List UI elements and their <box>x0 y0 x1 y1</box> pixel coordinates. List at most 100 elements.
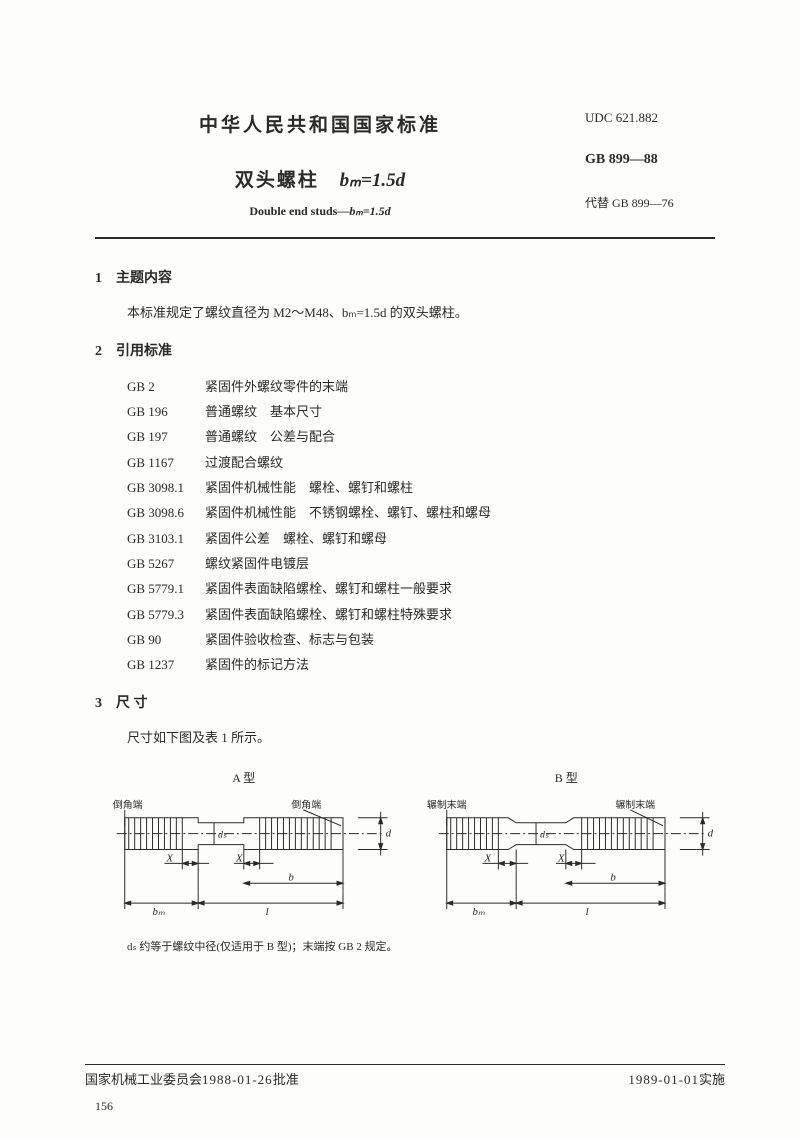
ref-desc: 紧固件验收检查、标志与包装 <box>205 627 374 652</box>
svg-text:倒角端: 倒角端 <box>113 797 143 810</box>
ref-desc: 过渡配合螺纹 <box>205 450 283 475</box>
ref-desc: 紧固件机械性能 不锈钢螺栓、螺钉、螺柱和螺母 <box>205 500 491 525</box>
ref-code: GB 3103.1 <box>127 526 205 551</box>
ref-code: GB 2 <box>127 374 205 399</box>
section-3-num: 3 <box>95 696 102 711</box>
section-1-body: 本标准规定了螺纹直径为 M2～M48、bₘ=1.5d 的双头螺柱。 <box>127 301 715 326</box>
diagram-type-a: A 型 倒角端 倒角端 <box>95 769 393 921</box>
udc-code: UDC 621.882 <box>585 110 715 126</box>
section-3-title: 尺 寸 <box>116 696 148 711</box>
diagram-b-label: B 型 <box>417 769 715 786</box>
svg-text:b: b <box>288 871 294 883</box>
section-3-heading: 3 尺 寸 <box>95 692 715 712</box>
ref-code: GB 196 <box>127 399 205 424</box>
impl-suffix: 实施 <box>699 1072 725 1087</box>
reference-row: GB 1237紧固件的标记方法 <box>127 652 715 677</box>
ref-desc: 螺纹紧固件电镀层 <box>205 551 309 576</box>
section-2-num: 2 <box>95 344 102 359</box>
footer-row: 国家机械工业委员会1988-01-26批准 1989-01-01实施 <box>85 1069 725 1088</box>
svg-text:dₛ: dₛ <box>540 829 549 840</box>
english-title: Double end studs—bₘ=1.5d <box>95 204 545 219</box>
section-1-heading: 1 主题内容 <box>95 267 715 287</box>
ref-desc: 紧固件表面缺陷螺栓、螺钉和螺柱一般要求 <box>205 576 452 601</box>
gb-code: GB 899—88 <box>585 152 715 168</box>
reference-row: GB 3098.6紧固件机械性能 不锈钢螺栓、螺钉、螺柱和螺母 <box>127 500 715 525</box>
stud-diagram-b-icon: 辗制末端 辗制末端 d <box>417 792 715 921</box>
ref-code: GB 3098.6 <box>127 500 205 525</box>
ref-code: GB 197 <box>127 424 205 449</box>
reference-row: GB 1167过渡配合螺纹 <box>127 450 715 475</box>
diagram-row: A 型 倒角端 倒角端 <box>95 769 715 921</box>
svg-text:b: b <box>611 871 617 883</box>
en-title-formula: bₘ=1.5d <box>349 204 390 218</box>
document-header: 中华人民共和国国家标准 双头螺柱 bₘ=1.5d Double end stud… <box>95 110 715 219</box>
header-left: 中华人民共和国国家标准 双头螺柱 bₘ=1.5d Double end stud… <box>95 110 585 219</box>
ref-code: GB 5779.1 <box>127 576 205 601</box>
svg-text:X: X <box>557 852 566 864</box>
header-rule <box>95 237 715 239</box>
replaces-code: 代替 GB 899—76 <box>585 194 715 211</box>
reference-row: GB 5267螺纹紧固件电镀层 <box>127 551 715 576</box>
svg-text:X: X <box>235 852 244 864</box>
page-number: 156 <box>95 1099 113 1114</box>
svg-text:辗制末端: 辗制末端 <box>616 797 656 810</box>
ref-code: GB 5267 <box>127 551 205 576</box>
ref-code: GB 90 <box>127 627 205 652</box>
reference-row: GB 90紧固件验收检查、标志与包装 <box>127 627 715 652</box>
reference-row: GB 5779.3紧固件表面缺陷螺栓、螺钉和螺柱特殊要求 <box>127 602 715 627</box>
svg-text:d: d <box>708 827 714 839</box>
ref-code: GB 3098.1 <box>127 475 205 500</box>
footer-implementation: 1989-01-01实施 <box>628 1069 725 1088</box>
page-footer: 国家机械工业委员会1988-01-26批准 1989-01-01实施 <box>85 1064 725 1088</box>
diagram-note: dₛ 约等于螺纹中径(仅适用于 B 型)；末端按 GB 2 规定。 <box>127 938 715 954</box>
section-1-num: 1 <box>95 271 102 286</box>
ref-desc: 普通螺纹 公差与配合 <box>205 424 335 449</box>
svg-text:X: X <box>484 852 493 864</box>
svg-text:l: l <box>586 906 589 918</box>
main-title-cn: 双头螺柱 <box>235 170 319 191</box>
diagram-type-b: B 型 辗制末端 辗制末端 <box>417 769 715 921</box>
section-2-heading: 2 引用标准 <box>95 340 715 360</box>
en-title-prefix: Double end studs— <box>249 204 349 218</box>
ref-desc: 普通螺纹 基本尺寸 <box>205 399 322 424</box>
svg-text:倒角端: 倒角端 <box>291 797 321 810</box>
section-1-title: 主题内容 <box>116 271 172 286</box>
diagram-a-label: A 型 <box>95 769 393 786</box>
standard-page: 中华人民共和国国家标准 双头螺柱 bₘ=1.5d Double end stud… <box>0 0 800 1138</box>
footer-approval: 国家机械工业委员会1988-01-26批准 <box>85 1069 299 1088</box>
reference-row: GB 3098.1紧固件机械性能 螺栓、螺钉和螺柱 <box>127 475 715 500</box>
ref-desc: 紧固件机械性能 螺栓、螺钉和螺柱 <box>205 475 413 500</box>
reference-row: GB 196普通螺纹 基本尺寸 <box>127 399 715 424</box>
reference-row: GB 2紧固件外螺纹零件的末端 <box>127 374 715 399</box>
country-title: 中华人民共和国国家标准 <box>95 110 545 137</box>
svg-text:bₘ: bₘ <box>153 906 165 918</box>
section-2-title: 引用标准 <box>116 344 172 359</box>
main-title-formula: bₘ=1.5d <box>340 170 405 191</box>
reference-list: GB 2紧固件外螺纹零件的末端 GB 196普通螺纹 基本尺寸 GB 197普通… <box>127 374 715 678</box>
footer-org: 国家机械工业委员会 <box>85 1072 202 1087</box>
section-3-body: 尺寸如下图及表 1 所示。 <box>127 726 715 751</box>
reference-row: GB 3103.1紧固件公差 螺栓、螺钉和螺母 <box>127 526 715 551</box>
header-right: UDC 621.882 GB 899—88 代替 GB 899—76 <box>585 110 715 219</box>
main-title: 双头螺柱 bₘ=1.5d <box>95 165 545 192</box>
svg-text:X: X <box>165 852 174 864</box>
reference-row: GB 5779.1紧固件表面缺陷螺栓、螺钉和螺柱一般要求 <box>127 576 715 601</box>
impl-date: 1989-01-01 <box>628 1072 699 1087</box>
ref-desc: 紧固件公差 螺栓、螺钉和螺母 <box>205 526 387 551</box>
reference-row: GB 197普通螺纹 公差与配合 <box>127 424 715 449</box>
ref-code: GB 5779.3 <box>127 602 205 627</box>
ref-desc: 紧固件表面缺陷螺栓、螺钉和螺柱特殊要求 <box>205 602 452 627</box>
ref-desc: 紧固件的标记方法 <box>205 652 309 677</box>
approval-date: 1988-01-26 <box>202 1072 273 1087</box>
ref-code: GB 1167 <box>127 450 205 475</box>
svg-text:辗制末端: 辗制末端 <box>427 797 467 810</box>
stud-diagram-a-icon: 倒角端 倒角端 <box>95 792 393 921</box>
approval-suffix: 批准 <box>273 1072 299 1087</box>
svg-text:dₛ: dₛ <box>218 829 227 840</box>
svg-text:bₘ: bₘ <box>473 906 485 918</box>
ref-desc: 紧固件外螺纹零件的末端 <box>205 374 348 399</box>
svg-text:d: d <box>386 827 392 839</box>
svg-text:l: l <box>266 906 269 918</box>
footer-rule <box>85 1064 725 1065</box>
ref-code: GB 1237 <box>127 652 205 677</box>
